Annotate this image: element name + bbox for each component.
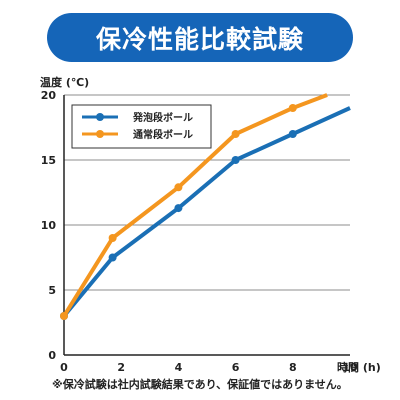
legend-label-series-1: 発泡段ボール xyxy=(132,111,193,124)
series-2-point-1 xyxy=(108,234,117,242)
x-tick-labels: 0 2 4 6 8 10 xyxy=(60,361,358,374)
series-1-point-2 xyxy=(174,204,183,213)
legend-marker-series-2 xyxy=(96,130,104,138)
x-tick-label-0: 0 xyxy=(60,361,68,374)
y-tick-label-0: 0 xyxy=(48,349,56,362)
y-axis-label: 温度 (℃) xyxy=(40,75,89,89)
series-1-point-3 xyxy=(231,156,240,164)
y-tick-label-15: 15 xyxy=(41,154,56,167)
series-group xyxy=(60,93,351,320)
x-tick-label-4: 4 xyxy=(175,361,183,374)
x-axis-label: 時間 (h) xyxy=(337,360,381,374)
legend-marker-series-1 xyxy=(96,113,104,121)
y-tick-label-20: 20 xyxy=(41,89,57,102)
y-tick-label-5: 5 xyxy=(48,284,56,297)
title-banner: 保冷性能比較試験 xyxy=(47,13,353,62)
y-tick-label-10: 10 xyxy=(41,219,57,232)
footnote: ※保冷試験は社内試験結果であり、保証値ではありません。 xyxy=(52,378,348,391)
series-2-point-3 xyxy=(231,130,240,138)
banner-title: 保冷性能比較試験 xyxy=(95,24,304,54)
x-tick-label-6: 6 xyxy=(232,361,240,374)
series-2-point-0 xyxy=(60,312,68,320)
series-1-point-4 xyxy=(288,130,297,138)
series-2-point-2 xyxy=(174,183,183,192)
legend-box xyxy=(71,104,212,149)
y-tick-labels: 0 5 10 15 20 xyxy=(41,89,57,362)
x-tick-label-10: 10 xyxy=(342,361,358,374)
series-line-1 xyxy=(62,106,351,318)
series-line-2 xyxy=(62,93,328,318)
series-2-point-4 xyxy=(288,104,297,112)
series-1-point-1 xyxy=(108,253,117,262)
legend-label-series-2: 通常段ボール xyxy=(133,128,193,141)
x-tick-label-2: 2 xyxy=(117,361,125,374)
legend: 発泡段ボール 通常段ボール xyxy=(71,104,212,149)
x-tick-label-8: 8 xyxy=(289,361,297,374)
